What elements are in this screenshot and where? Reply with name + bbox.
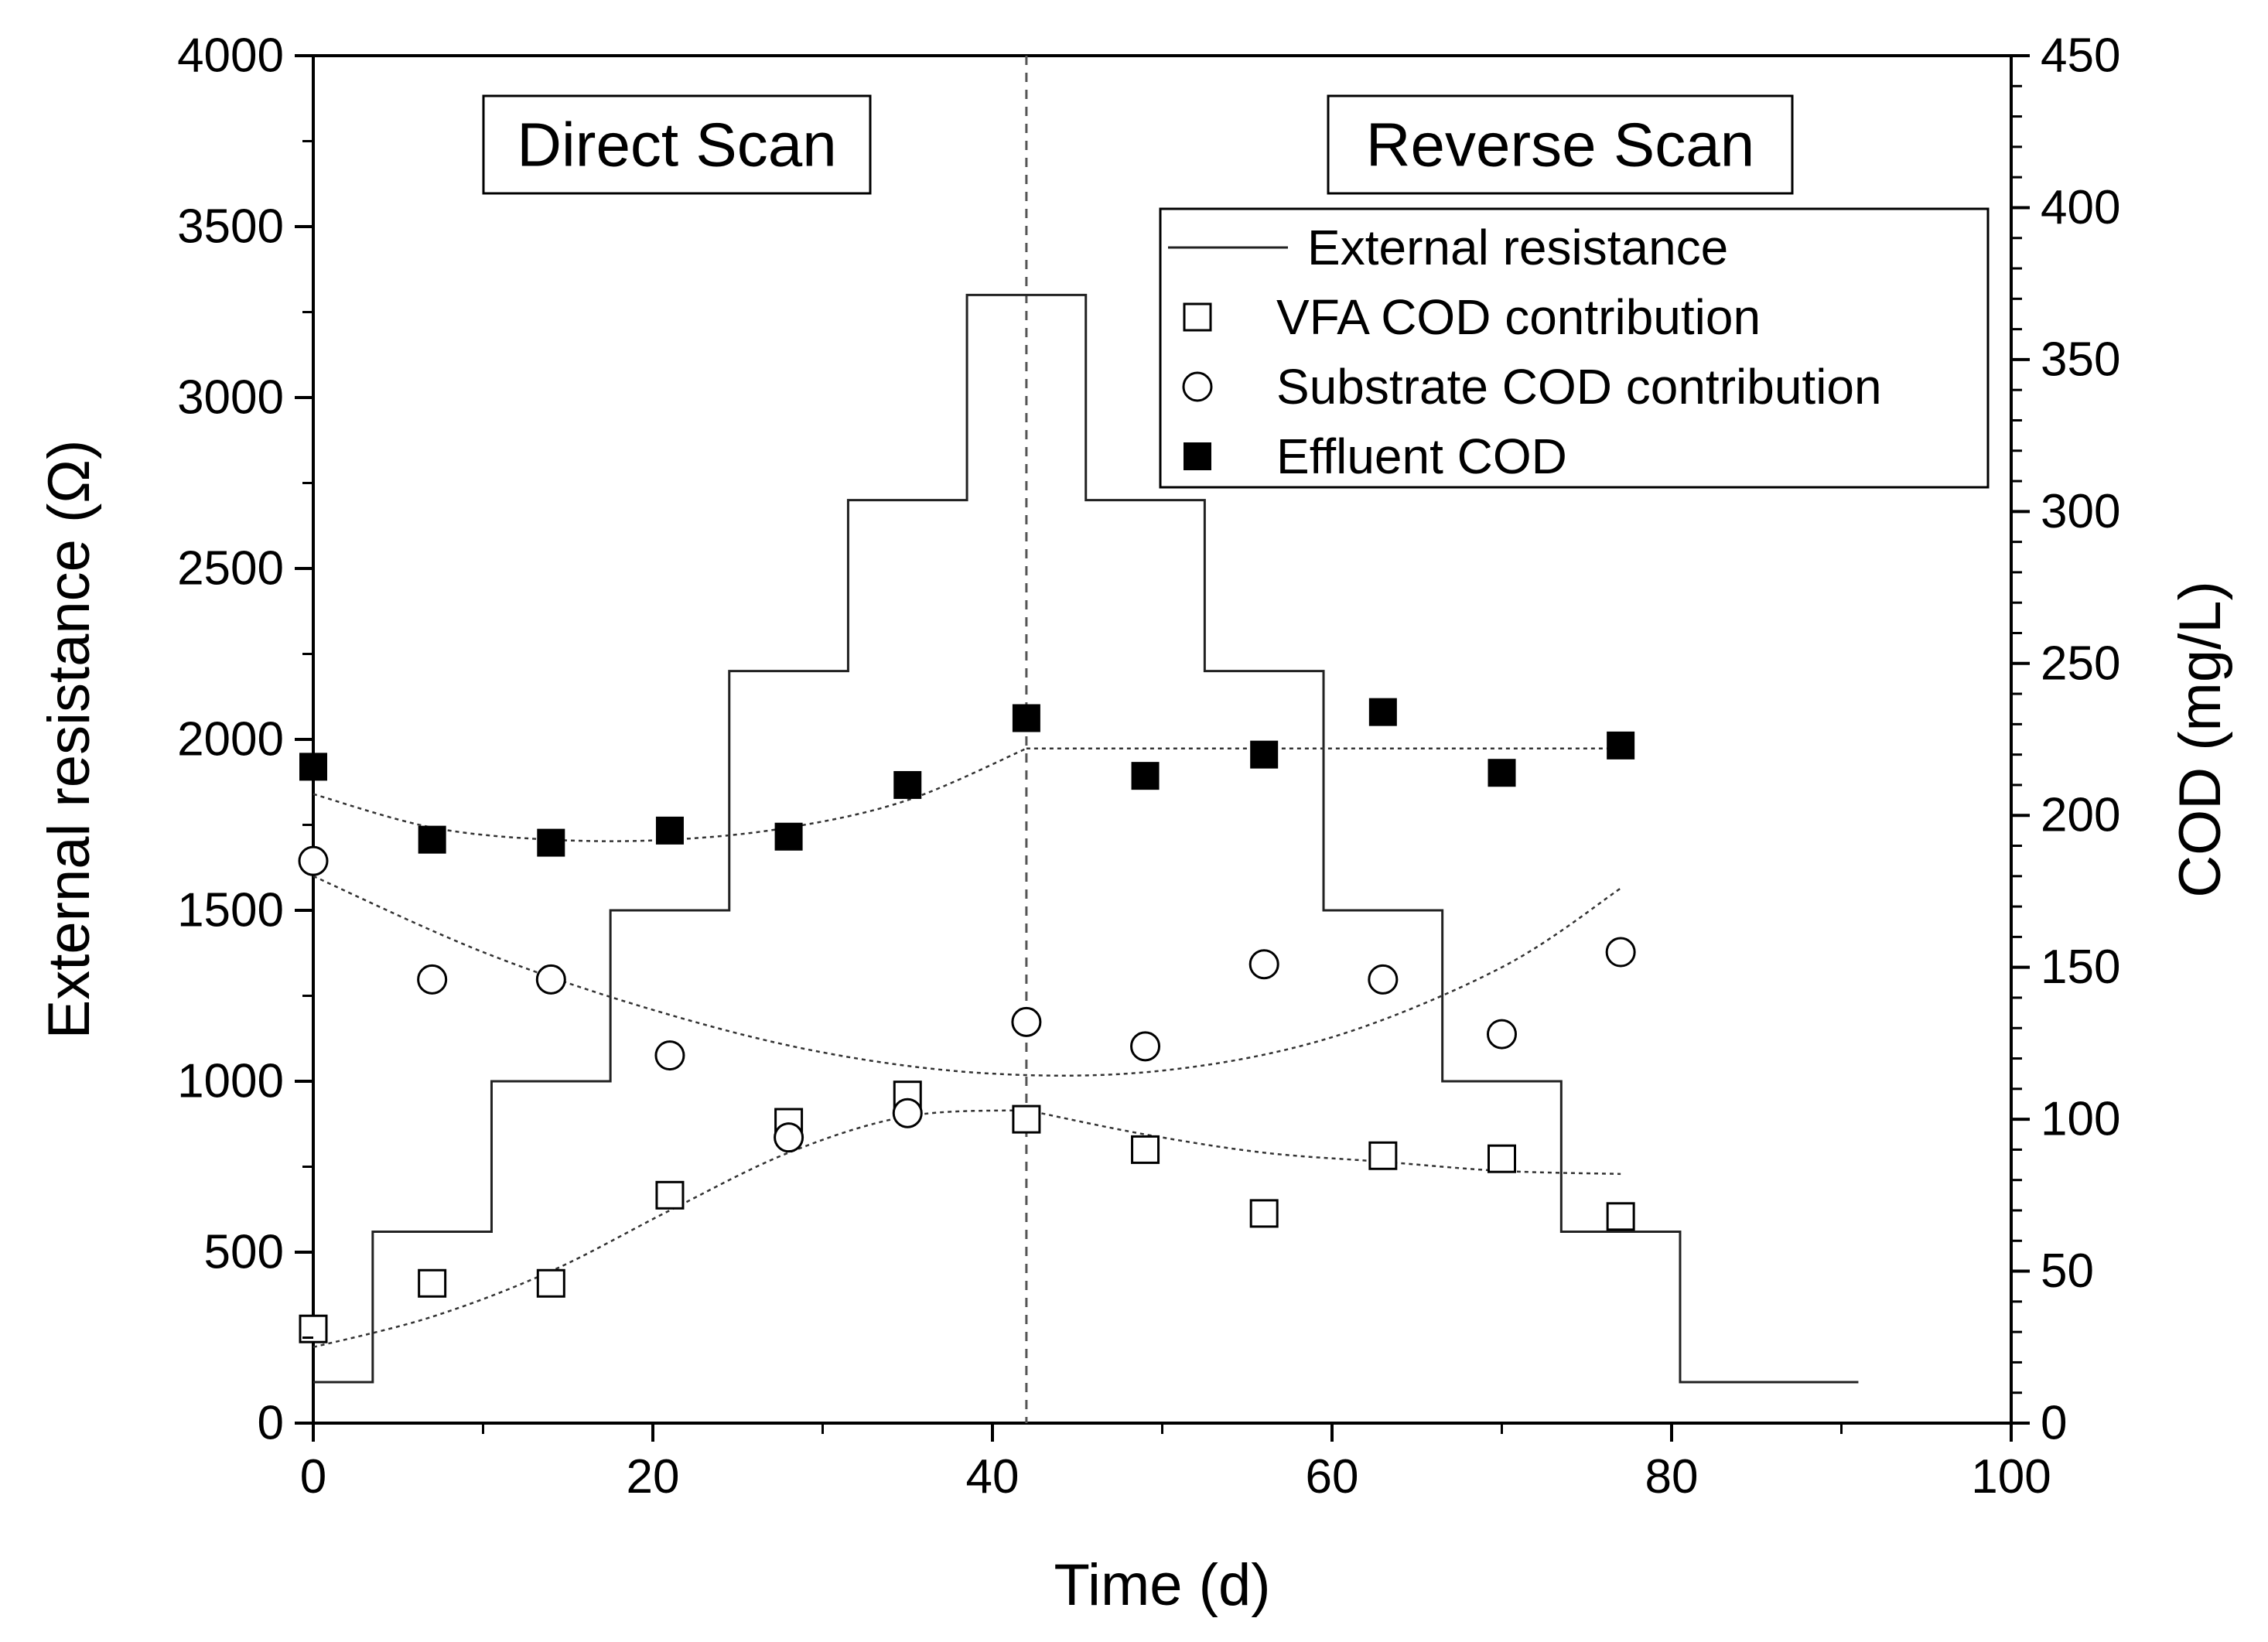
legend-box: [1159, 207, 1990, 489]
x-axis-title: Time (d): [1054, 1552, 1270, 1618]
markers: [298, 698, 1636, 1343]
effluent-cod-point: [1250, 740, 1279, 769]
fit-curve: [313, 875, 1621, 1077]
axes: 0 20 40 60 80 1000500100015002000250030003500…: [177, 29, 2120, 1504]
legend-label: Substrate COD contribution: [1276, 359, 1882, 415]
legend-item: Substrate COD contribution: [1182, 359, 1882, 415]
fit-curve: [313, 1109, 1026, 1348]
y-right-tick-label: 350: [2041, 333, 2120, 386]
vfa-cod-contribution-point: [536, 1268, 565, 1298]
y-left-tick-label: 2000: [177, 713, 284, 766]
direct-scan-box: [482, 94, 872, 195]
substrate-cod-contribution-point: [1011, 1006, 1042, 1037]
legend-marker-swatch: [1182, 371, 1213, 402]
y-left-tick-label: 3000: [177, 371, 284, 425]
vfa-cod-contribution-point: [1606, 1202, 1635, 1231]
legend-item: External resistance: [1168, 220, 1728, 275]
x-tick-label: 80: [1645, 1450, 1699, 1504]
y-left-tick-label: 1500: [177, 884, 284, 937]
y-right-tick-label: 250: [2041, 637, 2120, 690]
substrate-cod-contribution-point: [1605, 937, 1636, 968]
y-right-tick-label: 400: [2041, 181, 2120, 234]
reverse-scan-box: [1327, 94, 1794, 195]
effluent-cod-point: [655, 816, 684, 845]
substrate-cod-contribution-point: [892, 1098, 923, 1128]
legend-item: VFA COD contribution: [1183, 289, 1761, 345]
legend-marker-swatch: [1184, 442, 1211, 470]
legend-label: Effluent COD: [1276, 428, 1567, 484]
y-right-tick-label: 300: [2041, 485, 2120, 538]
fit-curve: [1026, 1109, 1621, 1176]
substrate-cod-contribution-point: [1487, 1019, 1517, 1050]
legend-item: Effluent COD: [1184, 428, 1567, 484]
legend: External resistance VFA COD contribution S…: [1159, 207, 1990, 489]
effluent-cod-point: [537, 828, 565, 857]
y-left-tick-label: 0: [258, 1397, 284, 1450]
y-left-tick-label: 3500: [177, 200, 284, 254]
vfa-cod-contribution-point: [1368, 1141, 1398, 1170]
annotation-reverse-scan: Reverse Scan: [1327, 94, 1794, 195]
y-right-tick-label: 50: [2041, 1244, 2094, 1298]
x-tick-label: 20: [627, 1450, 680, 1504]
substrate-cod-contribution-point: [654, 1040, 685, 1071]
y-left-tick-label: 500: [204, 1226, 284, 1279]
effluent-cod-point: [418, 825, 446, 854]
x-tick-label: 100: [1971, 1450, 2051, 1504]
x-tick-label: 0: [300, 1450, 326, 1504]
direct-scan-label: Direct Scan: [517, 111, 836, 179]
y-right-tick-label: 0: [2041, 1397, 2067, 1450]
vfa-cod-contribution-point: [1488, 1144, 1516, 1173]
y-right-tick-label: 100: [2041, 1093, 2120, 1146]
y-right-tick-label: 450: [2041, 29, 2120, 83]
vfa-cod-contribution-point: [418, 1268, 447, 1298]
effluent-cod-point: [1368, 698, 1397, 726]
x-tick-label: 60: [1306, 1450, 1359, 1504]
y-right-tick-label: 150: [2041, 940, 2120, 994]
curves: [313, 293, 1859, 1384]
vfa-cod-contribution-point: [1131, 1135, 1160, 1164]
y-axis-right-title: COD (mg/L): [2167, 581, 2233, 898]
substrate-cod-contribution-point: [535, 964, 566, 995]
y-left-tick-label: 4000: [177, 29, 284, 83]
substrate-cod-contribution-point: [1130, 1031, 1161, 1062]
substrate-cod-contribution-point: [1248, 949, 1279, 980]
y-right-tick-label: 200: [2041, 789, 2120, 842]
y-left-tick-label: 1000: [177, 1055, 284, 1108]
y-left-tick-label: 2500: [177, 542, 284, 596]
effluent-cod-point: [774, 822, 803, 851]
y-axis-left-title: External resistance (Ω): [36, 440, 102, 1039]
effluent-cod-point: [1607, 731, 1635, 760]
x-tick-label: 40: [966, 1450, 1020, 1504]
substrate-cod-contribution-point: [1368, 964, 1399, 995]
vfa-cod-contribution-point: [1249, 1199, 1279, 1228]
substrate-cod-contribution-point: [298, 845, 329, 876]
substrate-cod-contribution-point: [774, 1122, 804, 1153]
effluent-cod-point: [1131, 762, 1160, 790]
legend-label: VFA COD contribution: [1276, 289, 1761, 345]
reverse-scan-label: Reverse Scan: [1366, 111, 1754, 179]
effluent-cod-point: [893, 770, 922, 799]
effluent-cod-point: [299, 753, 327, 781]
effluent-cod-point: [1488, 759, 1516, 787]
vfa-cod-contribution-point: [655, 1180, 685, 1210]
annotation-direct-scan: Direct Scan: [482, 94, 872, 195]
legend-label: External resistance: [1307, 220, 1728, 275]
legend-marker-swatch: [1183, 302, 1212, 332]
external-resistance-line: [313, 293, 1859, 1384]
fit-curve: [313, 747, 1027, 842]
effluent-cod-point: [1012, 704, 1040, 732]
vfa-cod-contribution-point: [1012, 1104, 1041, 1134]
substrate-cod-contribution-point: [417, 964, 448, 995]
